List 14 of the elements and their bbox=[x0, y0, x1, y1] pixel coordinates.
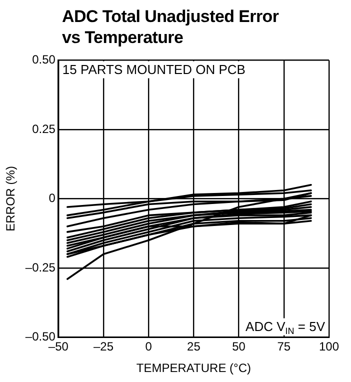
x-tick-label: 50 bbox=[232, 340, 246, 354]
x-tick-label: 100 bbox=[318, 340, 340, 354]
x-tick-label: –25 bbox=[94, 340, 114, 354]
chart-title: ADC Total Unadjusted Error vs Temperature bbox=[62, 6, 280, 48]
x-tick-label: 0 bbox=[145, 340, 152, 354]
y-axis-title: ERROR (%) bbox=[4, 166, 18, 232]
x-tick-label: 25 bbox=[187, 340, 201, 354]
y-tick-label: 0.25 bbox=[32, 122, 56, 136]
y-tick-label: –0.25 bbox=[25, 260, 56, 274]
x-tick-label: 75 bbox=[277, 340, 291, 354]
annotation: 15 PARTS MOUNTED ON PCB bbox=[62, 62, 246, 78]
x-axis-title: TEMPERATURE (°C) bbox=[136, 361, 252, 376]
y-tick-label: 0.50 bbox=[32, 52, 56, 67]
y-tick-label: 0 bbox=[48, 191, 56, 206]
